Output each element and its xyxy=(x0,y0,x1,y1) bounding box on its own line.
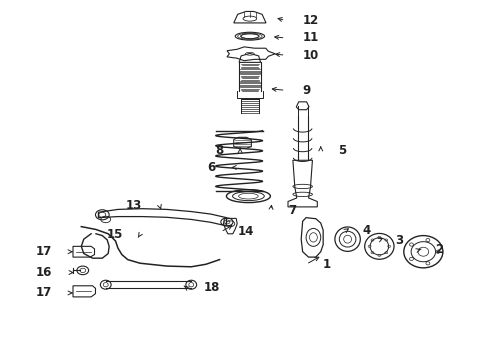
Text: 9: 9 xyxy=(303,84,311,97)
Text: 1: 1 xyxy=(323,258,331,271)
Text: 2: 2 xyxy=(436,243,443,256)
Text: 6: 6 xyxy=(207,161,216,174)
Text: 13: 13 xyxy=(126,199,143,212)
Text: 3: 3 xyxy=(395,234,404,247)
Text: 15: 15 xyxy=(106,228,123,241)
Text: 18: 18 xyxy=(203,281,220,294)
Text: 7: 7 xyxy=(288,204,296,217)
Text: 17: 17 xyxy=(36,245,52,258)
Text: 4: 4 xyxy=(362,224,370,238)
Text: 5: 5 xyxy=(338,144,346,157)
Text: 12: 12 xyxy=(303,14,319,27)
Text: 11: 11 xyxy=(303,31,319,45)
Text: 10: 10 xyxy=(303,49,319,62)
Text: 17: 17 xyxy=(36,287,52,300)
Text: 16: 16 xyxy=(36,266,52,279)
Text: 14: 14 xyxy=(238,225,254,238)
Text: 8: 8 xyxy=(215,144,223,157)
